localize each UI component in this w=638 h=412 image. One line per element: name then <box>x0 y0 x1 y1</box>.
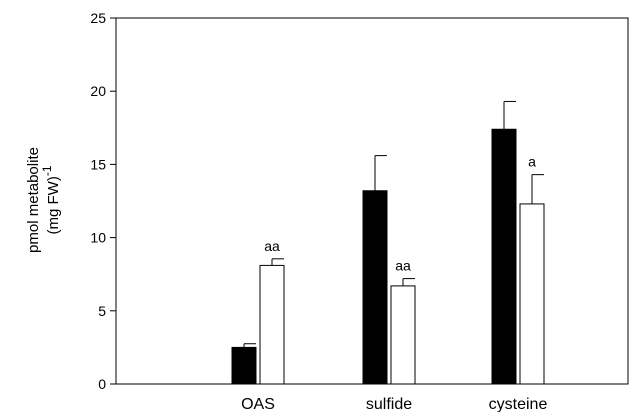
bar <box>231 346 257 385</box>
y-tick-label: 15 <box>90 156 106 172</box>
bar <box>259 264 285 385</box>
y-tick-label: 10 <box>90 230 106 246</box>
x-tick-label: sulfide <box>366 396 412 412</box>
x-tick-label: cysteine <box>489 396 548 412</box>
y-tick-label: 20 <box>90 83 106 99</box>
x-axis: OAS sulfide cysteine <box>241 396 547 412</box>
y-axis-label-line1: pmol metabolite <box>25 147 42 253</box>
bar <box>491 128 517 385</box>
bar <box>362 190 388 385</box>
y-axis-label: pmol metabolite (mg FW)-1 <box>25 147 62 253</box>
x-tick-label: OAS <box>241 396 275 412</box>
y-axis: 0 5 10 15 20 25 <box>90 10 116 392</box>
y-axis-label-superscript: -1 <box>40 165 54 176</box>
y-axis-label-unit: (mg FW) <box>45 176 62 234</box>
y-axis-label-line2: (mg FW)-1 <box>40 165 62 234</box>
bar <box>390 285 416 385</box>
y-tick-label: 5 <box>98 303 106 319</box>
y-tick-label: 25 <box>90 10 106 26</box>
significance-label: a <box>528 154 536 170</box>
y-tick-label: 0 <box>98 376 106 392</box>
bar <box>519 203 545 385</box>
significance-label: aa <box>395 258 411 274</box>
significance-label: aa <box>264 238 280 254</box>
